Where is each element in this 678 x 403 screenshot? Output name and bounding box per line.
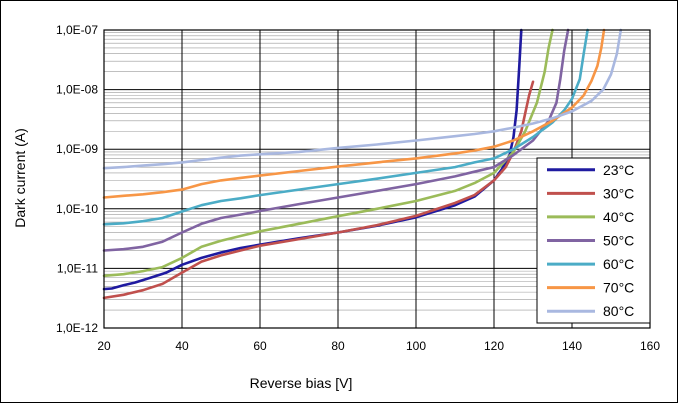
legend-label: 40°C xyxy=(603,209,634,225)
series-line-40c xyxy=(102,28,554,278)
y-tick-label: 1,0E-11 xyxy=(57,261,98,275)
y-tick-label: 1,0E-09 xyxy=(56,142,98,156)
x-tick-label: 100 xyxy=(406,339,426,353)
legend: 23°C 30°C 40°C 50°C 60°C 70°C 80°C xyxy=(536,157,651,324)
y-axis-label: Dark current (A) xyxy=(12,128,28,228)
y-tick-label: 1,0E-08 xyxy=(56,83,98,97)
y-tick-label: 1,0E-07 xyxy=(56,23,98,37)
legend-label: 60°C xyxy=(603,256,634,272)
legend-label: 23°C xyxy=(603,162,634,178)
x-tick-label: 160 xyxy=(640,339,660,353)
y-tick-label: 1,0E-10 xyxy=(56,202,98,216)
x-tick-label: 140 xyxy=(562,339,582,353)
x-tick-label: 80 xyxy=(331,339,345,353)
series-line-80c xyxy=(102,28,623,170)
series-lines xyxy=(102,28,623,300)
x-tick-label: 60 xyxy=(253,339,267,353)
legend-label: 70°C xyxy=(603,280,634,296)
x-tick-label: 20 xyxy=(97,339,111,353)
legend-label: 80°C xyxy=(603,303,634,319)
x-tick-label: 40 xyxy=(175,339,189,353)
series-line-60c xyxy=(102,28,589,226)
series-line-30c xyxy=(102,80,535,300)
series-line-70c xyxy=(102,28,606,199)
y-tick-label: 1,0E-12 xyxy=(56,321,98,335)
x-tick-label: 120 xyxy=(484,339,504,353)
series-line-50c xyxy=(102,28,570,252)
x-axis-label: Reverse bias [V] xyxy=(250,375,353,391)
legend-label: 30°C xyxy=(603,185,634,201)
tick-labels: 20 40 60 80 100 120 140 160 1,0E-12 1,0E-11 1,0E-1… xyxy=(56,23,660,353)
legend-label: 50°C xyxy=(603,233,634,249)
